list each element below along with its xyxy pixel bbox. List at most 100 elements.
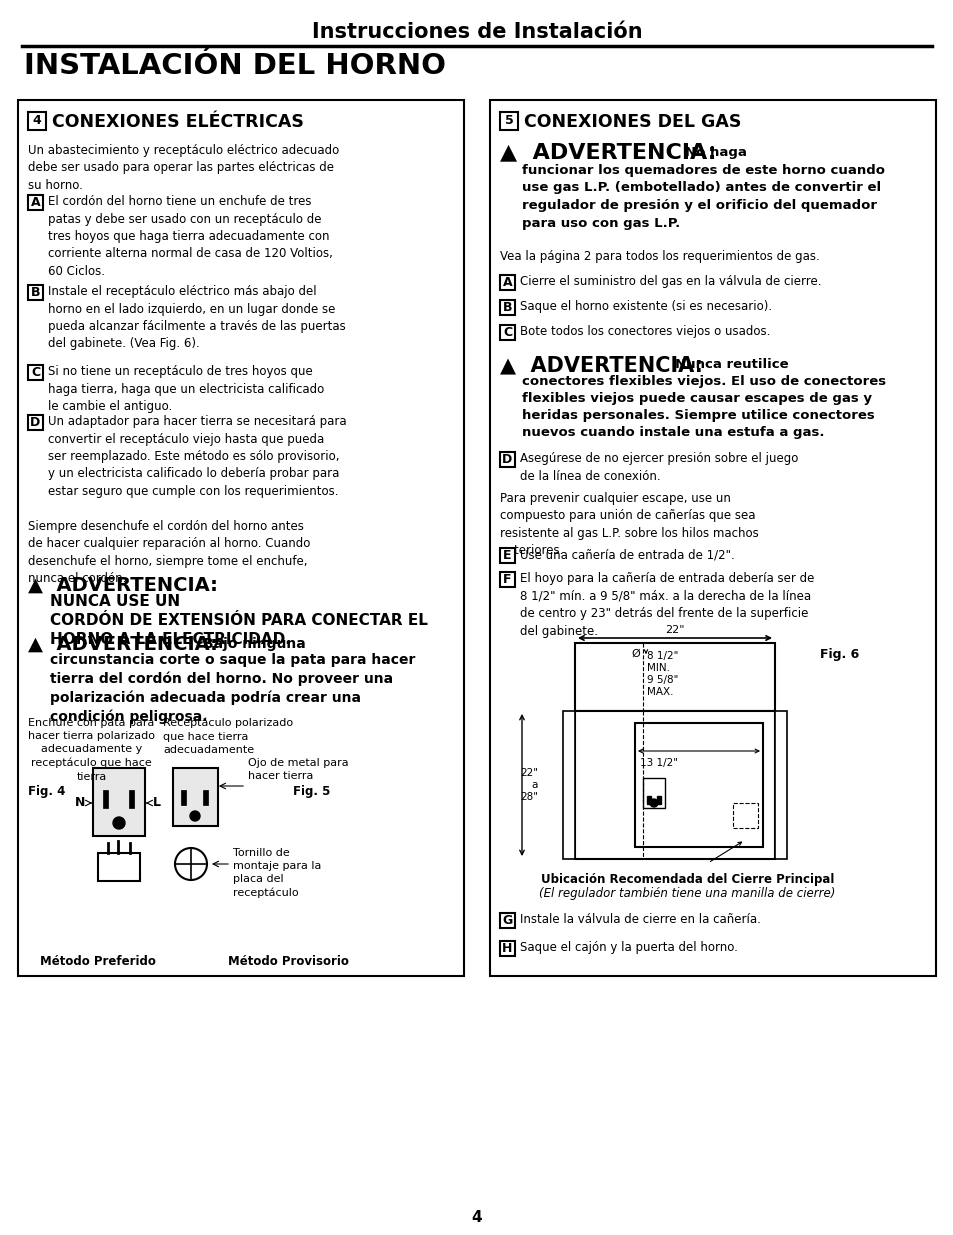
Bar	[129, 790, 133, 808]
Text: Fig. 6: Fig. 6	[820, 648, 859, 661]
Text: Enchufe con pata para
hacer tierra polarizado
adecuadamente y
receptáculo que ha: Enchufe con pata para hacer tierra polar…	[28, 718, 154, 782]
Text: ▲  ADVERTENCIA:: ▲ ADVERTENCIA:	[28, 576, 217, 595]
Bar	[28, 112, 46, 130]
Text: El hoyo para la cañería de entrada debería ser de
8 1/2" mín. a 9 5/8" máx. a la: El hoyo para la cañería de entrada deber…	[519, 572, 814, 637]
Text: Un adaptador para hacer tierra se necesitará para
convertir el receptáculo viejo: Un adaptador para hacer tierra se necesi…	[48, 415, 346, 498]
Text: Nunca reutilice: Nunca reutilice	[675, 358, 788, 370]
Text: No haga: No haga	[684, 146, 746, 159]
Bar	[499, 300, 515, 315]
Text: INSTALACIÓN DEL HORNO: INSTALACIÓN DEL HORNO	[24, 52, 446, 80]
Text: Ø: Ø	[630, 650, 639, 659]
Text: circunstancia corte o saque la pata para hacer
tierra del cordón del horno. No p: circunstancia corte o saque la pata para…	[50, 653, 415, 724]
Bar	[635, 722, 762, 847]
Text: Saque el cajón y la puerta del horno.: Saque el cajón y la puerta del horno.	[519, 941, 737, 953]
Text: D: D	[30, 416, 41, 429]
Text: Use una cañería de entrada de 1/2".: Use una cañería de entrada de 1/2".	[519, 548, 734, 561]
Text: funcionar los quemadores de este horno cuando
use gas L.P. (embotellado) antes d: funcionar los quemadores de este horno c…	[521, 164, 884, 230]
Circle shape	[649, 799, 658, 806]
Text: Instrucciones de Instalación: Instrucciones de Instalación	[312, 22, 641, 42]
Text: A: A	[30, 196, 40, 209]
Bar	[18, 100, 463, 976]
Bar	[499, 452, 515, 467]
Text: Método Provisorio: Método Provisorio	[228, 955, 348, 968]
Bar	[28, 195, 43, 210]
Bar	[28, 366, 43, 380]
Bar	[92, 768, 145, 836]
Text: MIN.: MIN.	[646, 663, 669, 673]
Bar	[499, 572, 515, 587]
Text: (El regulador también tiene una manilla de cierre): (El regulador también tiene una manilla …	[538, 887, 835, 900]
Text: B: B	[502, 301, 512, 314]
Circle shape	[112, 818, 125, 829]
Text: Cierre el suministro del gas en la válvula de cierre.: Cierre el suministro del gas en la válvu…	[519, 275, 821, 288]
Text: Asegúrese de no ejercer presión sobre el juego
de la línea de conexión.: Asegúrese de no ejercer presión sobre el…	[519, 452, 798, 483]
Bar	[203, 790, 208, 805]
Bar	[646, 797, 650, 804]
Text: G: G	[502, 914, 512, 927]
Bar	[774, 711, 786, 860]
Text: Tornillo de
montaje para la
placa del
receptáculo: Tornillo de montaje para la placa del re…	[233, 848, 321, 898]
Text: 13 1/2": 13 1/2"	[639, 758, 678, 768]
Bar	[499, 548, 515, 563]
Text: Fig. 4: Fig. 4	[28, 785, 66, 798]
Bar	[499, 913, 515, 927]
Text: Fig. 5: Fig. 5	[293, 785, 330, 798]
Bar	[103, 790, 108, 808]
Bar	[562, 711, 575, 860]
Text: 4: 4	[32, 115, 41, 127]
Text: H: H	[502, 942, 512, 955]
Bar	[575, 643, 774, 711]
Bar	[181, 790, 186, 805]
Text: C: C	[502, 326, 512, 338]
Text: ▲  ADVERTENCIA:: ▲ ADVERTENCIA:	[499, 354, 702, 375]
Text: 22"
a
28": 22" a 28"	[519, 768, 537, 803]
Text: ▲  ADVERTENCIA:: ▲ ADVERTENCIA:	[499, 142, 716, 162]
Text: Método Preferido: Método Preferido	[40, 955, 155, 968]
Bar	[490, 100, 935, 976]
Bar	[575, 711, 774, 860]
Text: Si no tiene un receptáculo de tres hoyos que
haga tierra, haga que un electricis: Si no tiene un receptáculo de tres hoyos…	[48, 366, 324, 412]
Text: ▲  ADVERTENCIA:: ▲ ADVERTENCIA:	[28, 635, 217, 655]
Text: Instale el receptáculo eléctrico más abajo del
horno en el lado izquierdo, en un: Instale el receptáculo eléctrico más aba…	[48, 285, 345, 351]
Text: N: N	[74, 797, 85, 809]
Bar	[657, 797, 660, 804]
Text: MAX.: MAX.	[646, 687, 673, 697]
Circle shape	[190, 811, 200, 821]
Bar	[499, 112, 517, 130]
Text: 8 1/2": 8 1/2"	[646, 651, 678, 661]
Text: Para prevenir cualquier escape, use un
compuesto para unión de cañerías que sea
: Para prevenir cualquier escape, use un c…	[499, 492, 758, 557]
Text: El cordón del horno tiene un enchufe de tres
patas y debe ser usado con un recep: El cordón del horno tiene un enchufe de …	[48, 195, 333, 278]
Text: F: F	[503, 573, 511, 585]
Bar	[28, 415, 43, 430]
Text: Saque el horno existente (si es necesario).: Saque el horno existente (si es necesari…	[519, 300, 771, 312]
Bar	[499, 325, 515, 340]
Text: Bote todos los conectores viejos o usados.: Bote todos los conectores viejos o usado…	[519, 325, 770, 338]
Text: Ojo de metal para
hacer tierra: Ojo de metal para hacer tierra	[248, 758, 348, 782]
Text: E: E	[503, 550, 511, 562]
Text: C: C	[30, 366, 40, 379]
Bar	[732, 803, 758, 827]
Text: Receptáculo polarizado
que hace tierra
adecuadamente: Receptáculo polarizado que hace tierra a…	[163, 718, 293, 755]
Text: Bajo ninguna: Bajo ninguna	[203, 637, 305, 651]
Bar	[28, 285, 43, 300]
Bar	[172, 768, 218, 826]
Text: L: L	[152, 797, 161, 809]
Text: NUNCA USE UN
CORDÓN DE EXTENSIÓN PARA CONECTAR EL
HORNO A LA ELECTRICIDAD.: NUNCA USE UN CORDÓN DE EXTENSIÓN PARA CO…	[50, 594, 428, 647]
Text: D: D	[502, 453, 512, 466]
Bar	[98, 853, 140, 881]
Text: CONEXIONES ELÉCTRICAS: CONEXIONES ELÉCTRICAS	[52, 112, 304, 131]
Bar	[499, 275, 515, 290]
Text: 9 5/8": 9 5/8"	[646, 676, 678, 685]
Text: 4: 4	[471, 1210, 482, 1225]
Text: Ubicación Recomendada del Cierre Principal: Ubicación Recomendada del Cierre Princip…	[540, 873, 833, 885]
Text: Un abastecimiento y receptáculo eléctrico adecuado
debe ser usado para operar la: Un abastecimiento y receptáculo eléctric…	[28, 144, 339, 191]
Text: Vea la página 2 para todos los requerimientos de gas.: Vea la página 2 para todos los requerimi…	[499, 249, 819, 263]
Text: conectores flexibles viejos. El uso de conectores
flexibles viejos puede causar : conectores flexibles viejos. El uso de c…	[521, 375, 885, 438]
Text: 5: 5	[504, 115, 513, 127]
Text: A: A	[502, 275, 512, 289]
Text: 22": 22"	[664, 625, 684, 635]
Bar	[499, 941, 515, 956]
Bar	[642, 778, 664, 808]
Text: CONEXIONES DEL GAS: CONEXIONES DEL GAS	[523, 112, 740, 131]
Text: Instale la válvula de cierre en la cañería.: Instale la válvula de cierre en la cañer…	[519, 913, 760, 926]
